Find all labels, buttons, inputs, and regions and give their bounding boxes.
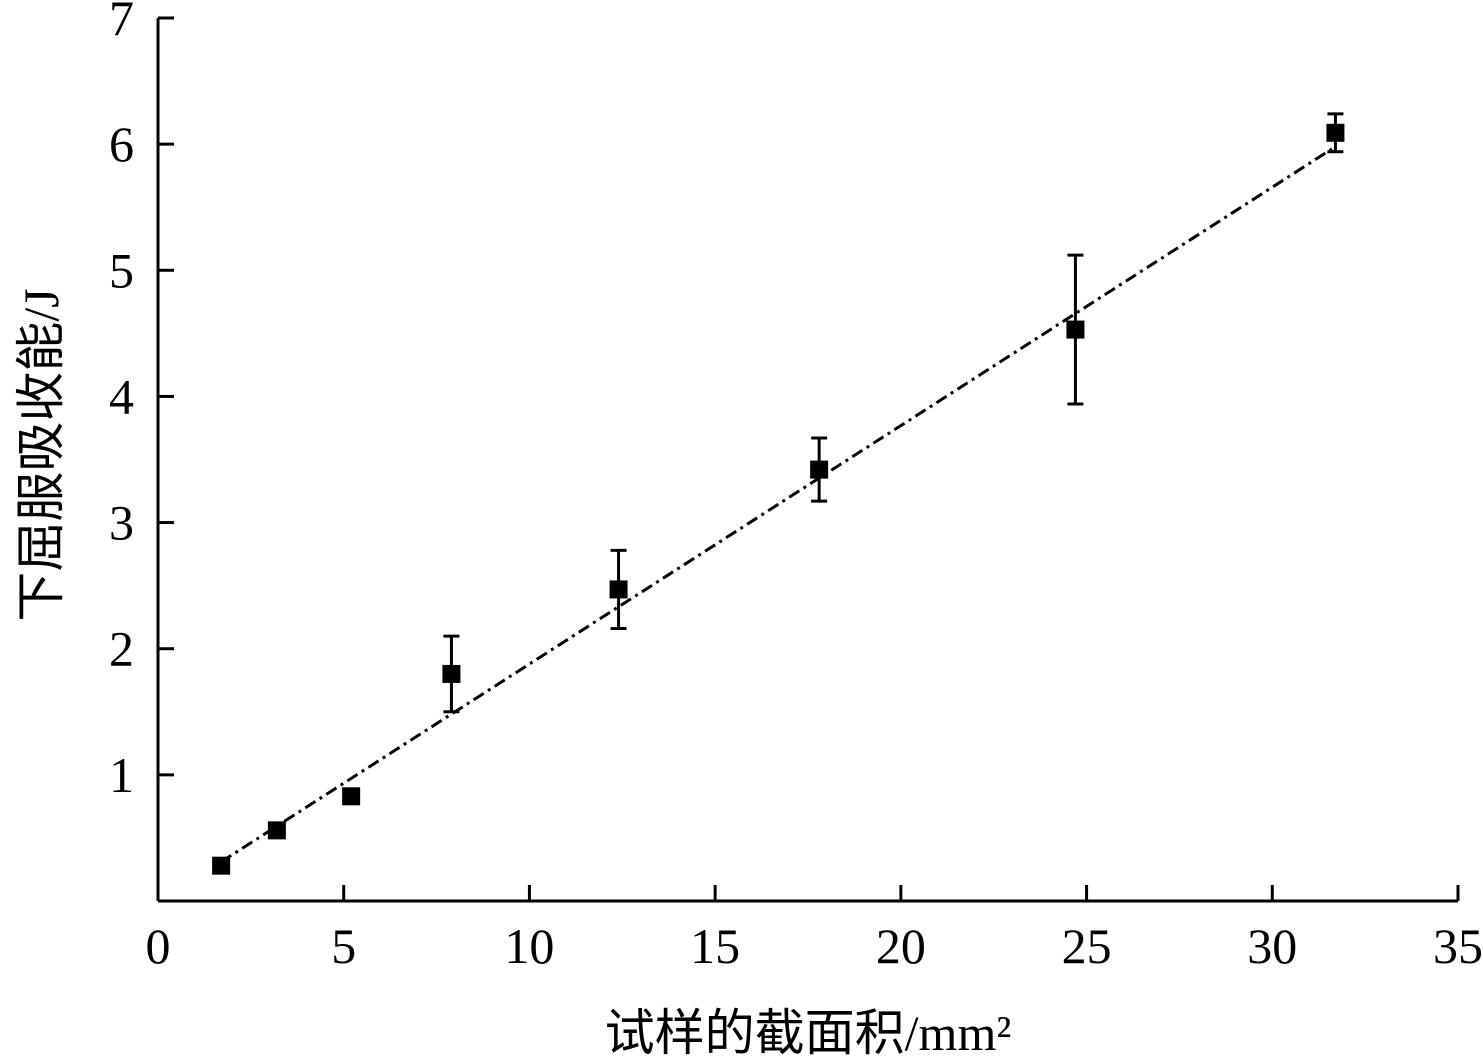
x-ticks: 0 5 10 15 20 25 30 35 <box>146 885 1483 974</box>
x-tick-label: 10 <box>504 918 554 974</box>
y-tick-label: 5 <box>109 242 134 298</box>
y-tick-label: 6 <box>109 116 134 172</box>
x-tick-label: 5 <box>331 918 356 974</box>
data-points <box>212 123 1345 875</box>
error-bars <box>443 112 1344 714</box>
y-axis-title: 下屈服吸收能/J <box>13 288 69 621</box>
y-tick-label: 7 <box>109 0 134 46</box>
data-point-marker <box>442 664 461 683</box>
x-tick-label: 0 <box>146 918 171 974</box>
y-tick-label: 3 <box>109 495 134 551</box>
y-tick-label: 1 <box>109 747 134 803</box>
data-point-marker <box>1066 320 1085 339</box>
x-tick-label: 15 <box>690 918 740 974</box>
y-tick-label: 4 <box>109 368 134 424</box>
data-point-marker <box>212 856 231 875</box>
x-axis-title: 试样的截面积/mm² <box>605 1005 1012 1059</box>
axes <box>156 18 1458 903</box>
x-tick-label: 20 <box>876 918 926 974</box>
data-point-marker <box>342 787 361 806</box>
y-tick-label: 2 <box>109 621 134 677</box>
data-point-marker <box>810 460 829 479</box>
x-tick-label: 35 <box>1433 918 1483 974</box>
data-point-marker <box>1326 123 1345 142</box>
y-ticks: 1 2 3 4 5 6 7 <box>109 0 174 803</box>
x-tick-label: 30 <box>1247 918 1297 974</box>
x-tick-label: 25 <box>1062 918 1112 974</box>
linear-fit-line <box>220 145 1337 864</box>
fit-line-group <box>220 145 1337 864</box>
data-point-marker <box>267 821 286 840</box>
data-point-marker <box>609 580 628 599</box>
